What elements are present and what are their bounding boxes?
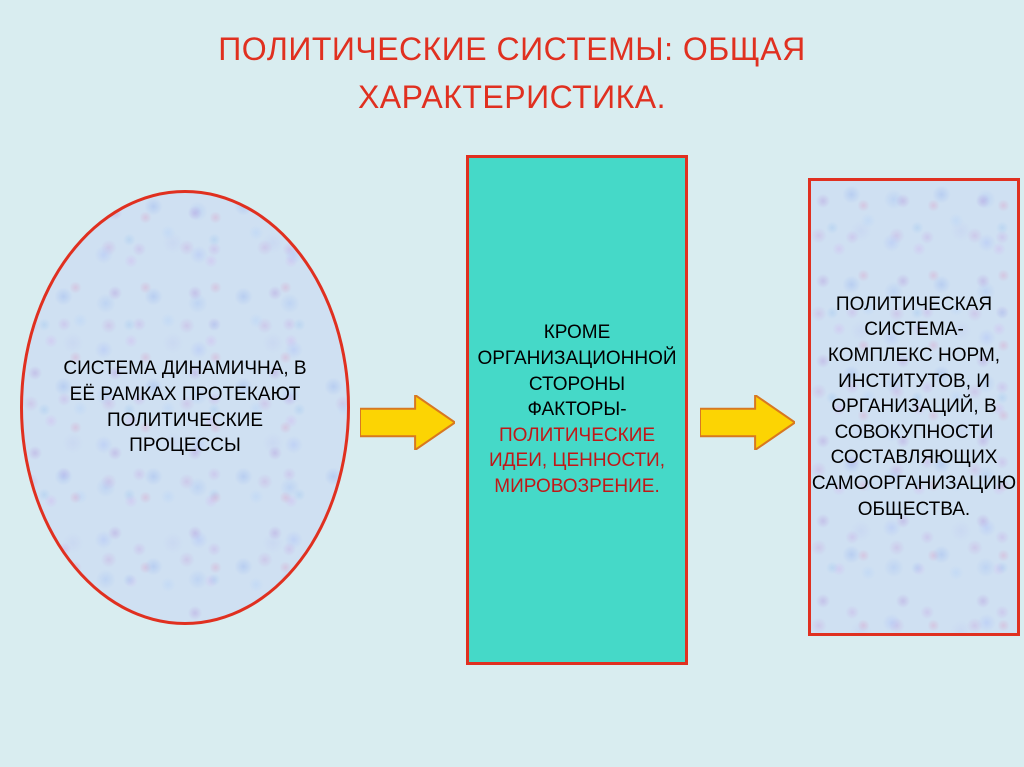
title-line2: ХАРАКТЕРИСТИКА.	[358, 79, 666, 115]
center-block: КРОМЕ ОРГАНИЗАЦИОННОЙ СТОРОНЫ ФАКТОРЫ- П…	[466, 155, 688, 665]
slide-title: ПОЛИТИЧЕСКИЕ СИСТЕМЫ: ОБЩАЯ ХАРАКТЕРИСТИ…	[0, 25, 1024, 121]
right-block: ПОЛИТИЧЕСКАЯ СИСТЕМА-КОМПЛЕКС НОРМ, ИНСТ…	[808, 178, 1020, 636]
center-text-top: КРОМЕ ОРГАНИЗАЦИОННОЙ СТОРОНЫ ФАКТОРЫ-	[477, 320, 676, 423]
right-text: ПОЛИТИЧЕСКАЯ СИСТЕМА-КОМПЛЕКС НОРМ, ИНСТ…	[812, 292, 1016, 523]
ellipse-block: СИСТЕМА ДИНАМИЧНА, В ЕЁ РАМКАХ ПРОТЕКАЮТ…	[20, 190, 350, 625]
arrow-2	[700, 395, 795, 450]
arrow-1	[360, 395, 455, 450]
center-text-bottom: ПОЛИТИЧЕСКИЕ ИДЕИ, ЦЕННОСТИ, МИРОВОЗРЕНИ…	[479, 423, 675, 500]
ellipse-text: СИСТЕМА ДИНАМИЧНА, В ЕЁ РАМКАХ ПРОТЕКАЮТ…	[63, 356, 307, 459]
title-line1: ПОЛИТИЧЕСКИЕ СИСТЕМЫ: ОБЩАЯ	[218, 31, 805, 67]
slide: ПОЛИТИЧЕСКИЕ СИСТЕМЫ: ОБЩАЯ ХАРАКТЕРИСТИ…	[0, 0, 1024, 767]
